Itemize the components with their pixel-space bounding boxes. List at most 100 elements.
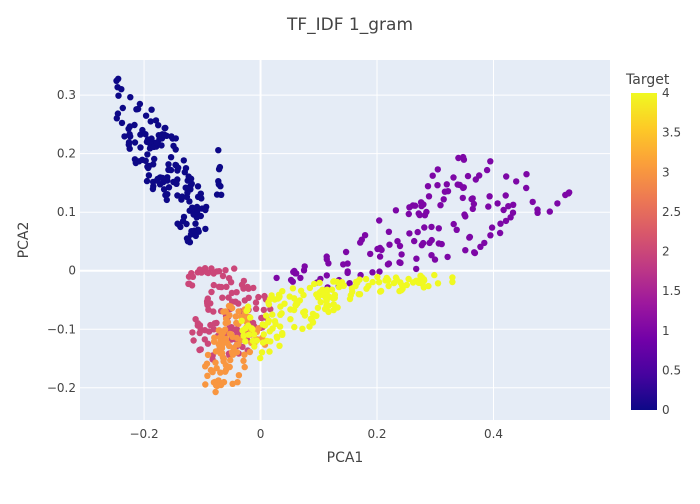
y-axis-label: PCA2 — [16, 222, 32, 259]
data-point — [444, 253, 451, 261]
data-point — [180, 213, 188, 221]
data-point — [420, 201, 427, 208]
data-point — [266, 328, 273, 335]
data-point — [454, 181, 461, 188]
data-point — [434, 280, 442, 287]
colorbar-tick-label: 2 — [662, 245, 670, 259]
data-point — [565, 190, 572, 197]
data-point — [449, 274, 456, 281]
data-point — [252, 305, 260, 312]
data-point — [194, 183, 202, 190]
data-point — [338, 279, 346, 286]
data-point — [217, 369, 224, 376]
data-point — [449, 278, 456, 286]
data-point — [261, 292, 268, 300]
data-point — [252, 299, 260, 306]
plot-area — [80, 60, 610, 420]
data-point — [255, 325, 262, 332]
data-point — [215, 283, 223, 290]
data-point — [137, 131, 144, 138]
data-point — [203, 298, 211, 305]
data-point — [238, 317, 245, 324]
x-tick-label: −0.2 — [129, 427, 158, 441]
data-point — [307, 315, 314, 323]
colorbar-tick-label: 0.5 — [662, 363, 681, 377]
y-tick-label: 0.2 — [57, 147, 76, 161]
data-point — [219, 350, 226, 357]
data-point — [377, 287, 385, 295]
data-point — [185, 236, 192, 243]
data-point — [406, 230, 413, 237]
data-point — [114, 84, 121, 91]
data-point — [121, 133, 128, 140]
data-point — [185, 173, 192, 180]
data-point — [249, 325, 256, 333]
data-point — [136, 100, 144, 108]
data-point — [158, 142, 165, 149]
data-point — [434, 166, 441, 173]
data-point — [173, 180, 180, 187]
data-point — [393, 276, 400, 283]
data-point — [376, 253, 384, 260]
data-point — [487, 158, 494, 165]
data-point — [225, 294, 232, 301]
data-point — [161, 124, 168, 132]
data-point — [403, 281, 410, 289]
data-point — [196, 266, 203, 273]
data-point — [335, 283, 343, 291]
data-point — [309, 310, 317, 318]
x-tick-label: 0.2 — [367, 427, 386, 441]
data-point — [546, 208, 553, 215]
data-point — [222, 267, 229, 274]
data-point — [289, 278, 296, 285]
data-point — [420, 239, 427, 247]
data-point — [226, 312, 233, 319]
data-point — [216, 163, 224, 171]
data-point — [127, 94, 134, 101]
data-point — [470, 200, 478, 208]
data-point — [189, 273, 197, 280]
data-point — [286, 293, 293, 300]
data-point — [165, 184, 173, 191]
data-point — [279, 331, 286, 338]
data-point — [386, 241, 393, 248]
data-point — [437, 202, 444, 209]
data-point — [167, 154, 175, 161]
data-point — [392, 207, 400, 214]
data-point — [376, 217, 383, 224]
data-point — [413, 265, 420, 273]
colorbar-tick-label: 4 — [662, 86, 670, 100]
data-point — [221, 326, 229, 333]
data-point — [291, 323, 298, 331]
colorbar-ticks: 0 0.5 1 1.5 2 2.5 3 3.5 4 — [662, 86, 681, 417]
data-point — [394, 238, 401, 245]
data-point — [245, 331, 253, 338]
data-point — [218, 191, 225, 198]
data-point — [126, 123, 134, 130]
data-point — [443, 181, 450, 188]
data-point — [233, 326, 240, 333]
data-point — [205, 306, 212, 313]
data-point — [231, 265, 238, 272]
data-point — [249, 337, 256, 345]
data-point — [266, 348, 273, 355]
data-point — [265, 301, 273, 308]
data-point — [292, 302, 299, 309]
data-point — [414, 228, 421, 236]
data-point — [428, 223, 435, 231]
data-point — [411, 202, 419, 209]
data-point — [172, 135, 179, 142]
data-point — [513, 178, 520, 185]
data-point — [434, 182, 441, 189]
data-point — [246, 348, 254, 356]
colorbar-tick-label: 3.5 — [662, 126, 681, 140]
data-point — [440, 196, 447, 203]
data-point — [240, 357, 247, 364]
data-point — [213, 268, 221, 275]
data-point — [534, 206, 541, 213]
data-point — [191, 227, 198, 234]
data-point — [210, 281, 217, 289]
colorbar — [631, 93, 657, 410]
data-point — [431, 271, 438, 279]
